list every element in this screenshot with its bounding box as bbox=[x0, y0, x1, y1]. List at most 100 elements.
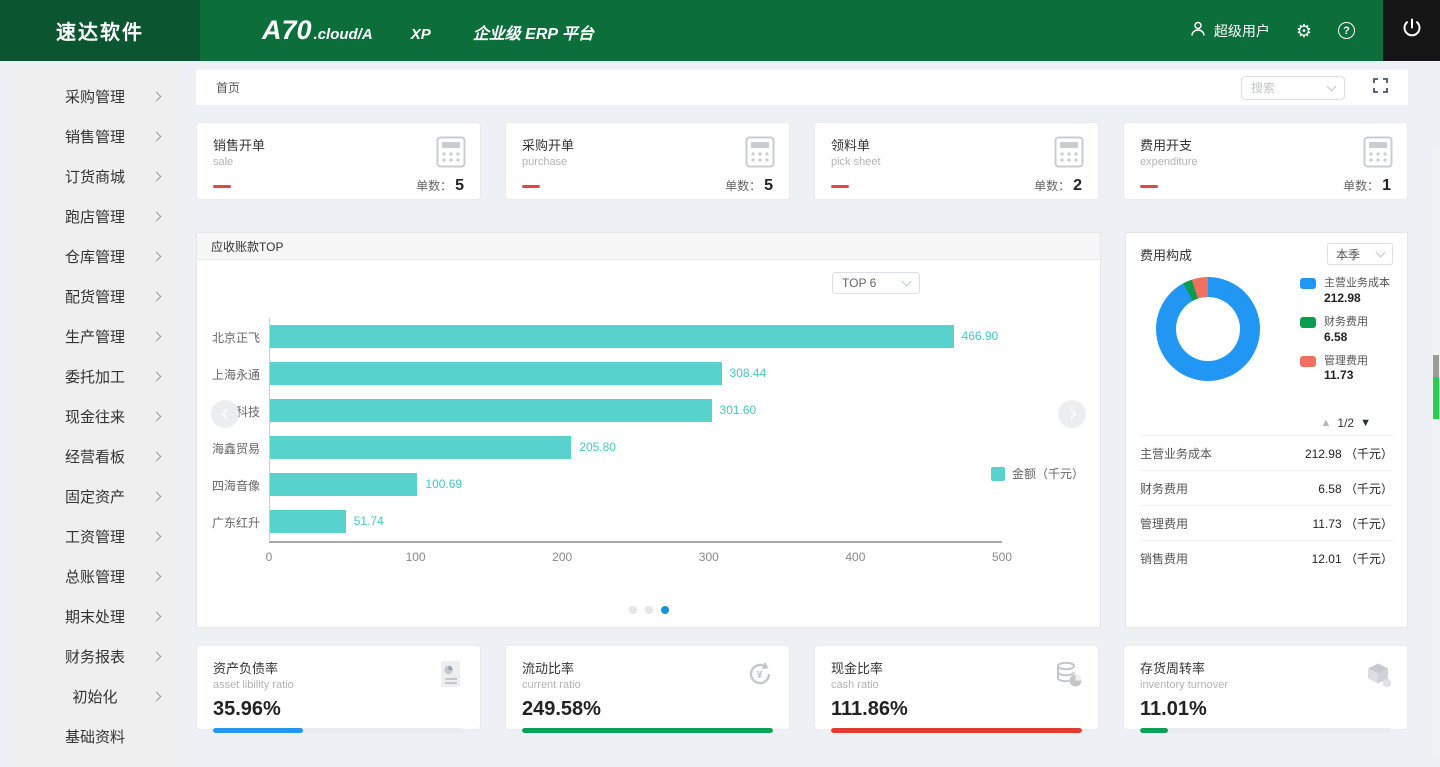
settings-gear-icon[interactable]: ⚙ bbox=[1295, 20, 1312, 41]
progress-track bbox=[213, 728, 464, 733]
sidebar-item-label: 委托加工 bbox=[64, 368, 125, 386]
donut-legend-item[interactable]: 财务费用 6.58 bbox=[1300, 316, 1390, 345]
pager-up-icon[interactable]: ▲ bbox=[1320, 417, 1332, 429]
sidebar-item[interactable]: 固定资产 bbox=[10, 476, 180, 516]
sidebar-item-label: 总账管理 bbox=[64, 568, 125, 586]
donut-legend-item[interactable]: 主营业务成本 212.98 bbox=[1300, 277, 1390, 306]
count-value: 5 bbox=[764, 177, 773, 194]
chevron-right-icon bbox=[151, 91, 162, 101]
breadcrumb-home[interactable]: 首页 bbox=[216, 81, 241, 95]
page-scrollbar[interactable] bbox=[1432, 150, 1440, 757]
kpi-card-cash-ratio[interactable]: 现金比率 cash ratio 111.86% bbox=[814, 645, 1099, 733]
stat-card-sale[interactable]: 销售开单 sale 单数： 5 bbox=[196, 122, 481, 200]
sidebar-item[interactable]: 采购管理 bbox=[10, 76, 180, 116]
topn-select[interactable]: TOP 6 bbox=[832, 272, 920, 294]
sidebar-item[interactable]: 基础资料 bbox=[10, 716, 180, 756]
product-brand: A70 .cloud/A XP 企业级 ERP 平台 bbox=[262, 15, 594, 46]
card-subtitle: purchase bbox=[522, 156, 568, 168]
chevron-left-icon bbox=[220, 408, 233, 420]
bar[interactable] bbox=[270, 362, 722, 385]
x-axis-tick: 500 bbox=[991, 550, 1013, 564]
bar-category-label: 四海音像 bbox=[211, 479, 260, 493]
stat-card-pick-sheet[interactable]: 领料单 pick sheet 单数： 2 bbox=[814, 122, 1099, 200]
fullscreen-icon[interactable] bbox=[1373, 77, 1388, 98]
kpi-subtitle: cash ratio bbox=[831, 679, 879, 691]
sidebar-item[interactable]: 工资管理 bbox=[10, 516, 180, 556]
sidebar-item[interactable]: 配货管理 bbox=[10, 276, 180, 316]
brand-main: A70 bbox=[262, 15, 312, 45]
scrollbar-thumb[interactable] bbox=[1433, 377, 1439, 419]
chevron-right-icon bbox=[151, 451, 162, 461]
user-menu[interactable]: 超级用户 bbox=[1189, 20, 1270, 41]
sidebar-item[interactable]: 经营看板 bbox=[10, 436, 180, 476]
bar-row: 上海永通 308.44 bbox=[212, 355, 1002, 392]
x-axis-tick: 300 bbox=[698, 550, 719, 564]
sidebar-item[interactable]: 仓库管理 bbox=[10, 236, 180, 276]
bar[interactable] bbox=[270, 399, 712, 422]
chevron-right-icon bbox=[151, 171, 162, 181]
bar[interactable] bbox=[270, 510, 346, 533]
bar-row: 四海音像 100.69 bbox=[212, 466, 1002, 503]
stat-card-purchase[interactable]: 采购开单 purchase 单数： 5 bbox=[505, 122, 790, 200]
kpi-cards-row: 资产负债率 asset libility ratio 35.96% 流动比率 c… bbox=[196, 645, 1408, 733]
search-placeholder: 搜索 bbox=[1251, 81, 1276, 95]
pager-down-icon[interactable]: ▼ bbox=[1360, 417, 1371, 429]
legend-value: 11.73 bbox=[1324, 368, 1354, 383]
search-input[interactable]: 搜索 bbox=[1241, 75, 1345, 100]
bar[interactable] bbox=[270, 473, 418, 496]
sidebar-item[interactable]: 委托加工 bbox=[10, 356, 180, 396]
sidebar-item[interactable]: 财务报表 bbox=[10, 636, 180, 676]
x-axis-tick: 0 bbox=[265, 550, 273, 564]
chevron-right-icon bbox=[151, 491, 162, 501]
scrollbar-thumb-top[interactable] bbox=[1433, 355, 1439, 377]
chevron-down-icon bbox=[1375, 247, 1386, 258]
kpi-title: 资产负债率 bbox=[213, 661, 279, 676]
sidebar-item[interactable]: 销售管理 bbox=[10, 116, 180, 156]
carousel-dot[interactable] bbox=[628, 606, 637, 614]
expense-row-value: 6.58 （千元） bbox=[1318, 481, 1393, 496]
bar[interactable] bbox=[270, 436, 572, 459]
carousel-dots bbox=[628, 606, 669, 614]
carousel-dot-active[interactable] bbox=[660, 606, 669, 614]
kpi-card-current-ratio[interactable]: 流动比率 current ratio ¥ 249.58% bbox=[505, 645, 790, 733]
x-axis-tick: 100 bbox=[405, 550, 426, 564]
sidebar-item-label: 采购管理 bbox=[64, 88, 125, 106]
sidebar-item[interactable]: 生产管理 bbox=[10, 316, 180, 356]
sidebar-item[interactable]: 初始化 bbox=[10, 676, 180, 716]
bar[interactable] bbox=[270, 325, 954, 348]
period-select-value: 本季 bbox=[1336, 247, 1361, 262]
sidebar-item[interactable]: 跑店管理 bbox=[10, 196, 180, 236]
sidebar-item[interactable]: 期末处理 bbox=[10, 596, 180, 636]
logout-power-button[interactable] bbox=[1383, 0, 1440, 61]
sidebar-item[interactable]: 订货商城 bbox=[10, 156, 180, 196]
count-label: 单数： bbox=[1343, 179, 1380, 193]
chevron-right-icon bbox=[151, 611, 162, 621]
card-subtitle: pick sheet bbox=[831, 156, 881, 168]
carousel-dot[interactable] bbox=[644, 606, 653, 614]
progress-fill bbox=[213, 728, 304, 733]
chevron-right-icon bbox=[151, 571, 162, 581]
chevron-right-icon bbox=[1064, 408, 1077, 420]
carousel-next-button[interactable] bbox=[1058, 400, 1086, 428]
period-select[interactable]: 本季 bbox=[1327, 243, 1393, 265]
bar-value-label: 51.74 bbox=[353, 514, 384, 528]
kpi-value: 11.01% bbox=[1140, 698, 1207, 720]
main-content: 首页 搜索 销售开单 sale 单数： 5 bbox=[196, 66, 1408, 733]
breadcrumb-bar: 首页 搜索 bbox=[196, 70, 1408, 105]
legend-pager: ▲ 1/2 ▼ bbox=[1140, 411, 1393, 435]
donut-legend-item[interactable]: 管理费用 11.73 bbox=[1300, 355, 1390, 384]
sidebar-item[interactable]: 总账管理 bbox=[10, 556, 180, 596]
count-label: 单数： bbox=[416, 179, 453, 193]
chevron-right-icon bbox=[151, 291, 162, 301]
legend-swatch bbox=[1300, 355, 1316, 367]
app-logo: 速达软件 bbox=[0, 0, 200, 61]
help-icon[interactable]: ? bbox=[1338, 22, 1355, 39]
carousel-prev-button[interactable] bbox=[211, 400, 239, 428]
sidebar-item[interactable]: 现金往来 bbox=[10, 396, 180, 436]
sidebar-item-label: 初始化 bbox=[72, 688, 118, 706]
kpi-card-inventory-turnover[interactable]: 存货周转率 inventory turnover 11.01% bbox=[1123, 645, 1408, 733]
kpi-card-asset-liability-ratio[interactable]: 资产负债率 asset libility ratio 35.96% bbox=[196, 645, 481, 733]
progress-fill bbox=[522, 728, 773, 733]
bar-value-label: 308.44 bbox=[729, 366, 767, 380]
stat-card-expenditure[interactable]: 费用开支 expenditure 单数： 1 bbox=[1123, 122, 1408, 200]
